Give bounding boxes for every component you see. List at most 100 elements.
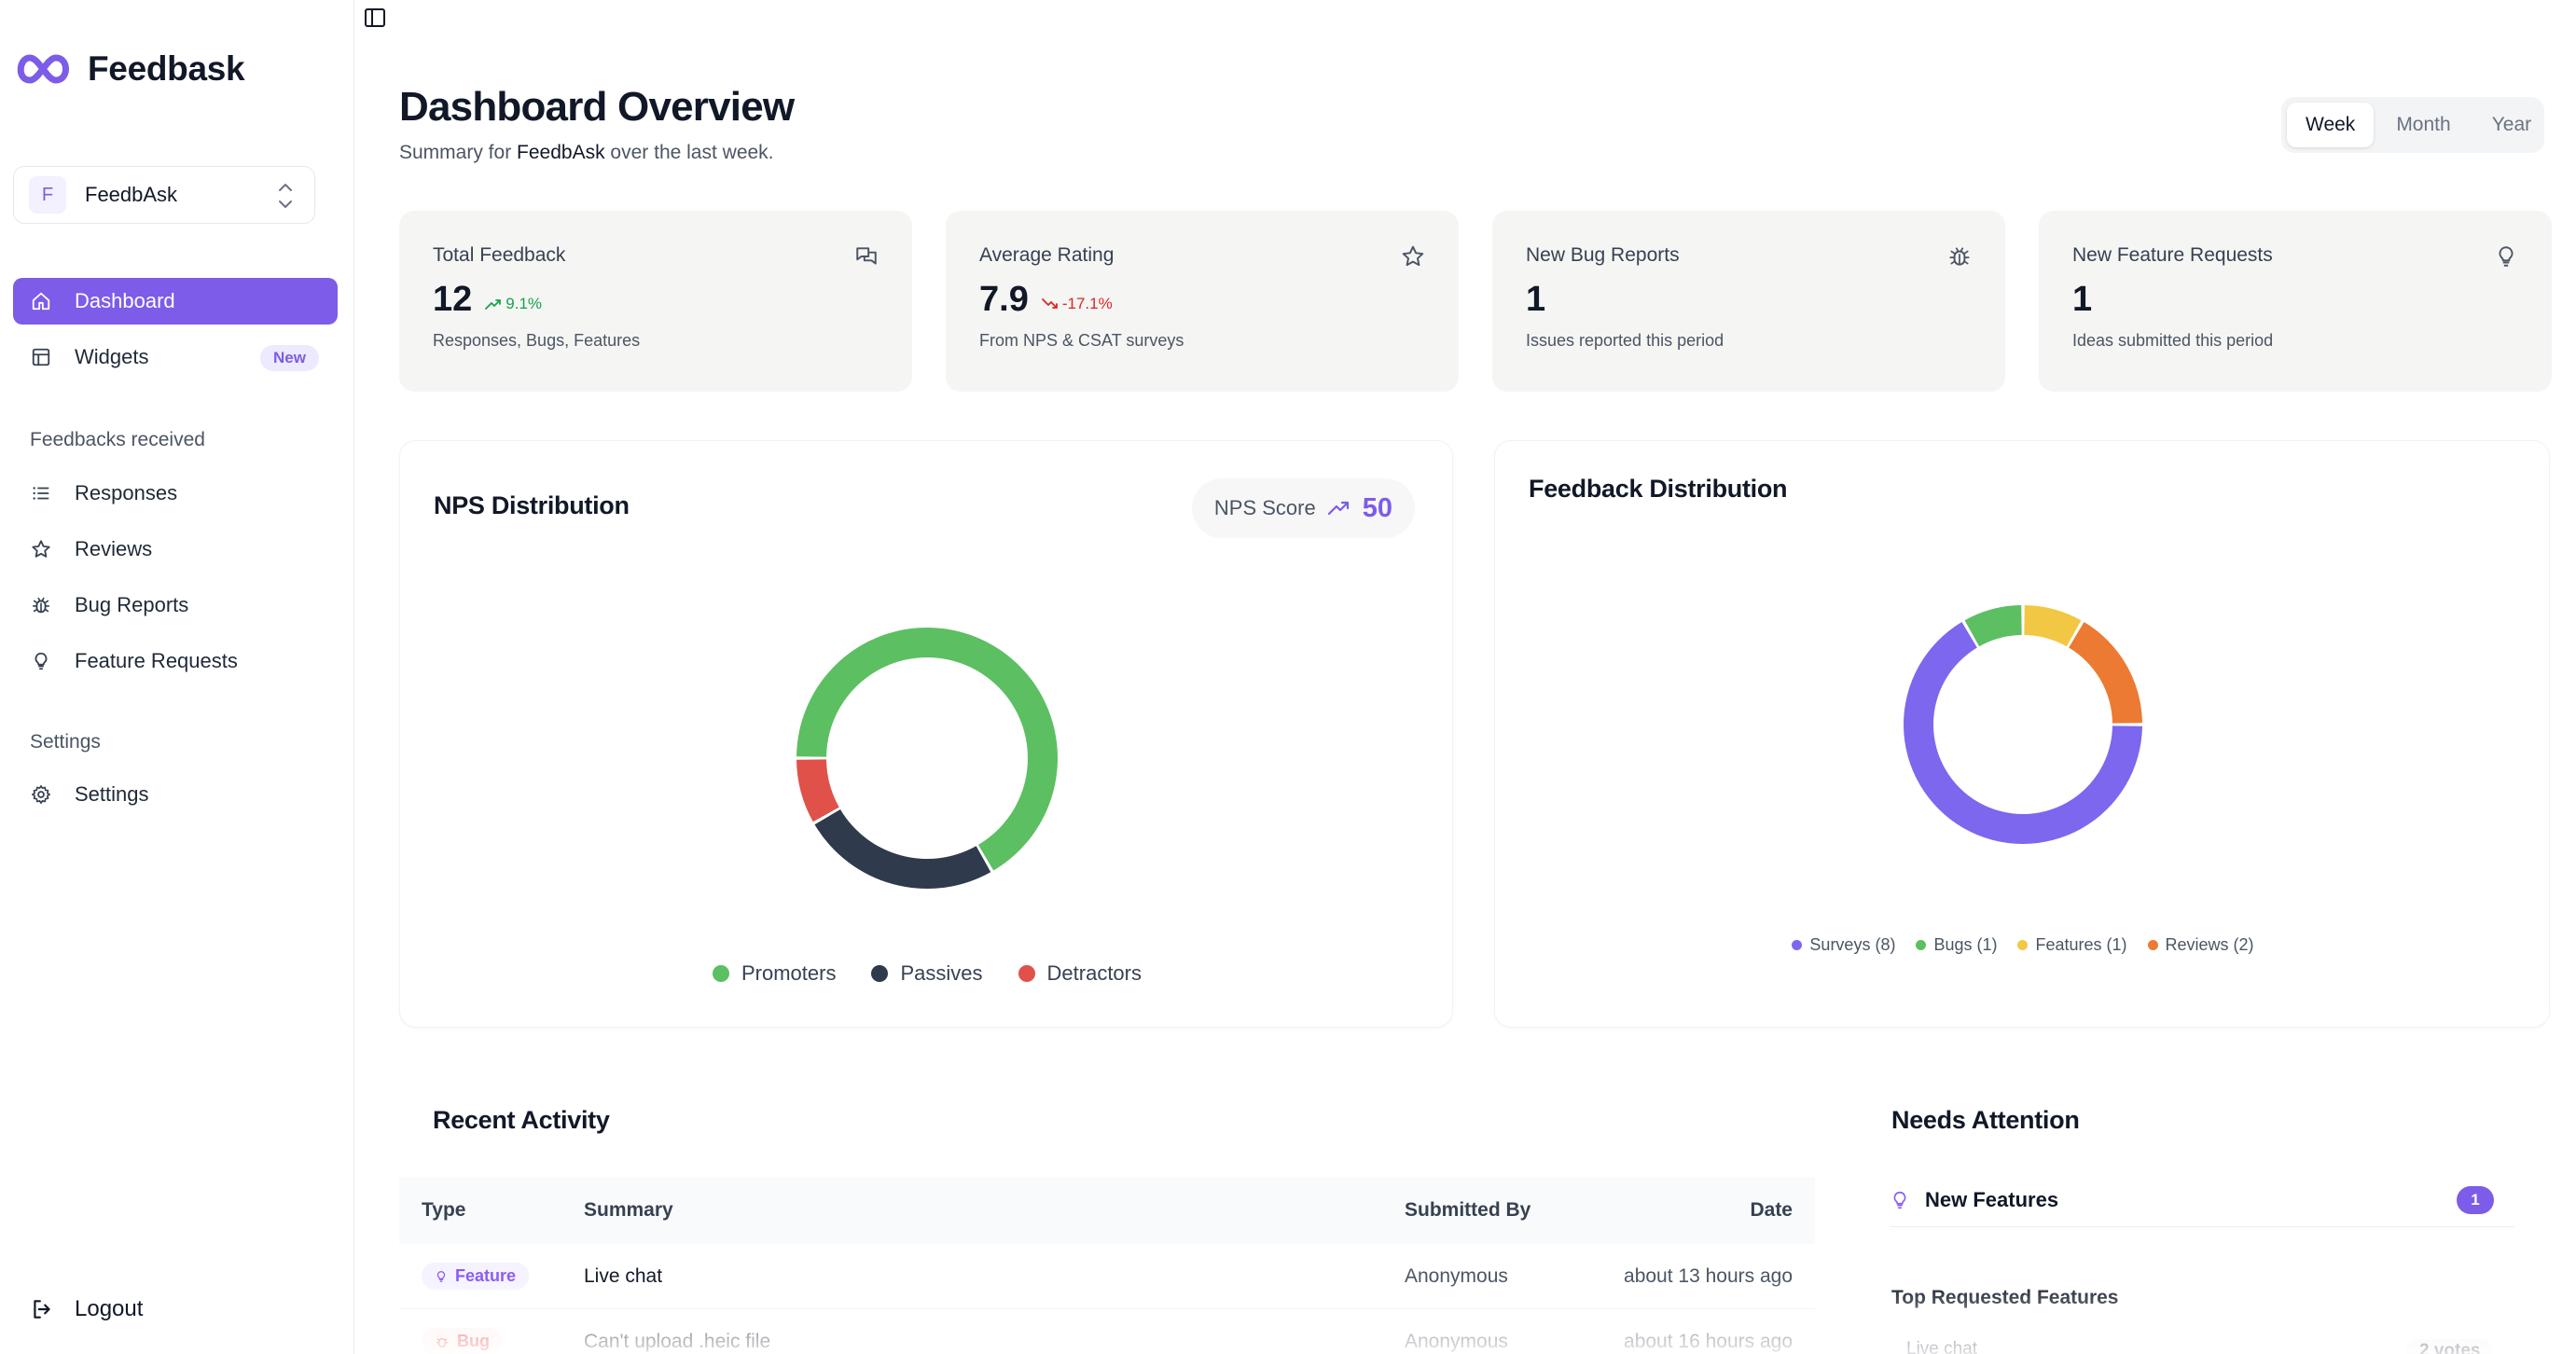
attention-item-new-features[interactable]: New Features 1 bbox=[1890, 1173, 2514, 1227]
legend-label: Surveys (8) bbox=[1809, 935, 1896, 954]
message-icon bbox=[856, 247, 877, 265]
recent-activity-title: Recent Activity bbox=[433, 1106, 610, 1134]
page-title: Dashboard Overview bbox=[399, 84, 795, 130]
sidebar-item-bug-reports[interactable]: Bug Reports bbox=[13, 582, 338, 629]
donut-slice-passives[interactable] bbox=[814, 808, 991, 889]
legend-label: Passives bbox=[900, 961, 983, 985]
sidebar-item-settings[interactable]: Settings bbox=[13, 771, 338, 818]
sidebar-item-label: Widgets bbox=[75, 345, 149, 368]
submitted-by-cell: Anonymous bbox=[1405, 1330, 1508, 1352]
stat-delta-value: -17.1% bbox=[1061, 295, 1113, 312]
sidebar-item-responses[interactable]: Responses bbox=[13, 470, 338, 517]
nps-legend: Promoters Passives Detractors bbox=[400, 961, 1454, 986]
subtitle-prefix: Summary for bbox=[399, 142, 518, 163]
date-cell: about 16 hours ago bbox=[1624, 1330, 1793, 1352]
org-switcher[interactable]: F FeedbAsk bbox=[13, 166, 315, 224]
table-row[interactable]: Bug Can't upload .heic file Anonymous ab… bbox=[399, 1309, 1815, 1354]
legend-item-detractors[interactable]: Detractors bbox=[1018, 961, 1142, 986]
tag-label: Bug bbox=[457, 1332, 490, 1350]
top-requested-title: Top Requested Features bbox=[1891, 1287, 2119, 1308]
legend-dot bbox=[1916, 940, 1927, 950]
feature-tag: Feature bbox=[422, 1263, 530, 1290]
bug-icon bbox=[436, 1337, 448, 1347]
logout-button[interactable]: Logout bbox=[30, 1296, 143, 1322]
brand-name: Feedbask bbox=[88, 49, 245, 88]
donut-slice-features[interactable] bbox=[2024, 605, 2082, 647]
type-cell: Feature bbox=[422, 1263, 530, 1290]
legend-label: Reviews (2) bbox=[2165, 935, 2254, 954]
feedback-nav: Responses Reviews Bug Reports Feature Re… bbox=[13, 470, 338, 694]
stat-value: 12 bbox=[433, 280, 473, 319]
bug-tag: Bug bbox=[422, 1328, 503, 1354]
feedback-donut-chart bbox=[1904, 605, 2142, 844]
subtitle-suffix: over the last week. bbox=[604, 142, 774, 163]
legend-label: Bugs (1) bbox=[1933, 935, 1998, 954]
home-icon bbox=[30, 290, 52, 312]
logout-icon bbox=[34, 1300, 50, 1319]
col-header-date[interactable]: Date bbox=[1750, 1199, 1793, 1221]
range-year-button[interactable]: Year bbox=[2491, 114, 2532, 135]
stat-value: 1 bbox=[1526, 280, 1546, 319]
col-header-submitted-by[interactable]: Submitted By bbox=[1405, 1199, 1531, 1221]
col-header-type[interactable]: Type bbox=[422, 1199, 466, 1221]
lightbulb-icon bbox=[436, 1270, 446, 1282]
table-row[interactable]: Feature Live chat Anonymous about 13 hou… bbox=[399, 1244, 1815, 1309]
range-month-button[interactable]: Month bbox=[2396, 114, 2451, 135]
stat-delta: -17.1% bbox=[1041, 295, 1113, 313]
sidebar-item-label: Dashboard bbox=[75, 289, 175, 312]
sidebar: Feedbask F FeedbAsk Dashboard Widgets Ne… bbox=[0, 0, 354, 1354]
lightbulb-icon bbox=[1893, 1191, 1906, 1209]
toggle-sidebar-icon[interactable] bbox=[364, 7, 386, 28]
stat-delta: 9.1% bbox=[485, 295, 542, 313]
sidebar-item-feature-requests[interactable]: Feature Requests bbox=[13, 638, 338, 684]
sidebar-item-label: Settings bbox=[75, 782, 149, 806]
nps-score-value: 50 bbox=[1362, 492, 1392, 523]
nps-score-pill: NPS Score 50 bbox=[1191, 478, 1415, 538]
top-requested-votes-badge: 2 votes bbox=[2406, 1339, 2494, 1354]
table-header: Type Summary Submitted By Date bbox=[399, 1177, 1815, 1244]
stat-value: 1 bbox=[2072, 280, 2093, 319]
chevrons-up-down-icon bbox=[279, 184, 292, 208]
legend-item-promoters[interactable]: Promoters bbox=[712, 961, 836, 986]
legend-item-surveys[interactable]: Surveys (8) bbox=[1792, 935, 1895, 955]
stat-value: 7.9 bbox=[979, 280, 1029, 319]
summary-cell: Can't upload .heic file bbox=[584, 1330, 771, 1352]
donut-slice-detractors[interactable] bbox=[796, 759, 839, 822]
trend-up-icon bbox=[485, 299, 502, 310]
sidebar-item-label: Responses bbox=[75, 481, 178, 504]
bug-icon bbox=[30, 594, 52, 616]
legend-dot bbox=[2017, 940, 2029, 950]
org-name: FeedbAsk bbox=[85, 183, 178, 206]
time-range-switch: Week Month Year bbox=[2281, 97, 2544, 153]
col-header-summary[interactable]: Summary bbox=[584, 1199, 673, 1221]
sidebar-item-dashboard[interactable]: Dashboard bbox=[13, 278, 338, 325]
nps-donut-chart bbox=[796, 628, 1058, 889]
donut-slice-reviews[interactable] bbox=[2069, 622, 2142, 724]
page-subtitle: Summary for FeedbAsk over the last week. bbox=[399, 142, 774, 164]
stat-label: New Bug Reports bbox=[1526, 244, 1680, 266]
layout-icon bbox=[30, 346, 52, 368]
nps-card-title: NPS Distribution bbox=[434, 491, 630, 519]
legend-item-bugs[interactable]: Bugs (1) bbox=[1916, 935, 1997, 955]
legend-item-reviews[interactable]: Reviews (2) bbox=[2147, 935, 2254, 955]
list-icon bbox=[30, 482, 52, 504]
star-icon bbox=[1402, 245, 1424, 267]
org-avatar: F bbox=[29, 176, 66, 214]
stat-card-total-feedback: Total Feedback 12 9.1% Responses, Bugs, … bbox=[399, 211, 912, 392]
feedback-dist-card-title: Feedback Distribution bbox=[1529, 475, 1788, 503]
top-requested-item-name[interactable]: Live chat bbox=[1906, 1339, 1978, 1354]
sidebar-item-widgets[interactable]: Widgets New bbox=[13, 334, 338, 380]
legend-item-passives[interactable]: Passives bbox=[871, 961, 983, 986]
nps-score-label: NPS Score bbox=[1213, 496, 1316, 519]
submitted-by-cell: Anonymous bbox=[1405, 1264, 1508, 1287]
stat-card-feature-requests: New Feature Requests 1 Ideas submitted t… bbox=[2039, 211, 2552, 392]
sidebar-item-reviews[interactable]: Reviews bbox=[13, 526, 338, 573]
brand[interactable]: Feedbask bbox=[13, 48, 245, 90]
feedback-legend: Surveys (8) Bugs (1) Features (1) Reviews (… bbox=[1495, 935, 2551, 955]
nav-section-feedbacks: Feedbacks received bbox=[30, 429, 205, 450]
feedback-distribution-card: Feedback Distribution Surveys (8) Bugs (1… bbox=[1494, 440, 2550, 1028]
donut-slice-bugs[interactable] bbox=[1964, 605, 2022, 647]
type-cell: Bug bbox=[422, 1328, 503, 1354]
legend-item-features[interactable]: Features (1) bbox=[2017, 935, 2127, 955]
range-week-button[interactable]: Week bbox=[2287, 103, 2375, 147]
